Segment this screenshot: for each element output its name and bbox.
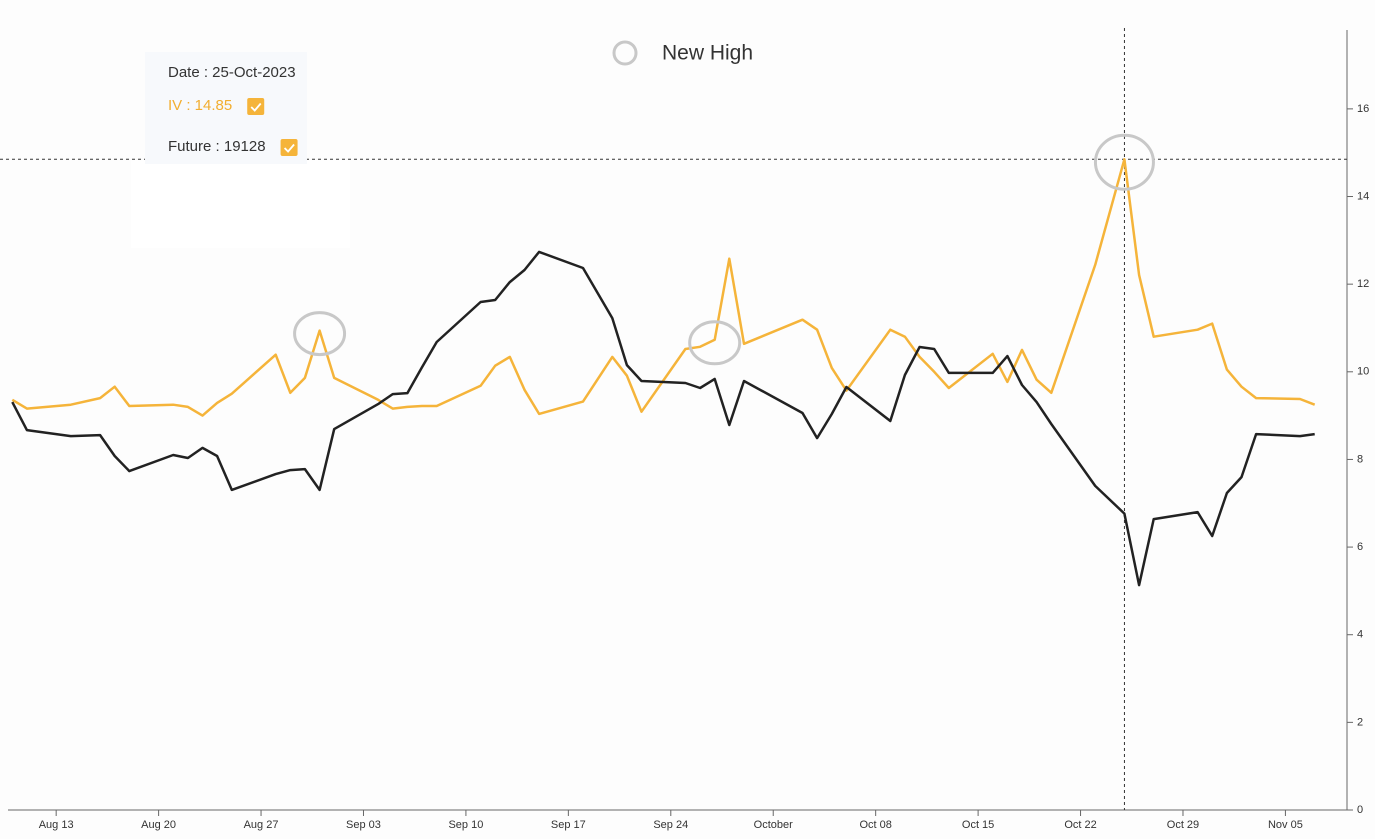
tooltip-item: IV : 14.85: [168, 97, 232, 114]
x-tick-label: Oct 15: [962, 819, 994, 831]
tooltip-check: [250, 102, 262, 112]
tooltip-items: IV : 14.85 Future : 19128: [168, 97, 298, 156]
x-tick-label: Aug 13: [39, 819, 74, 831]
y-tick-label: 16: [1357, 103, 1369, 115]
y-tick-label: 4: [1357, 629, 1363, 641]
x-tick-label: Oct 08: [859, 819, 891, 831]
y-tick-label: 2: [1357, 716, 1363, 728]
series-line: [11, 158, 1316, 417]
y-tick-label: 6: [1357, 541, 1363, 553]
y-tick-label: 14: [1357, 190, 1369, 202]
legend-label: New High: [662, 42, 753, 65]
x-tick-label: Aug 27: [244, 819, 279, 831]
tooltip-box: [145, 52, 307, 164]
x-tick-label: Oct 22: [1064, 819, 1096, 831]
tooltip-check: [283, 143, 295, 153]
y-tick-label: 8: [1357, 453, 1363, 465]
tooltip-checkbox: [247, 98, 265, 115]
y-tick-label: 10: [1357, 366, 1369, 378]
legend-marker: [612, 40, 638, 66]
tooltip-checkbox: [280, 139, 298, 156]
x-tick-label: Sep 24: [653, 819, 688, 831]
new-high-marker: [293, 311, 347, 357]
x-tick-label: Sep 10: [448, 819, 483, 831]
plot-area: Aug 13 Aug 20 Aug 27 Sep 03 Sep 10 Sep 17 Sep …: [0, 28, 1369, 831]
x-tick-label: Sep 03: [346, 819, 381, 831]
y-tick-label: 12: [1357, 278, 1369, 290]
series-line: [11, 250, 1315, 587]
tooltip-shadow: [131, 160, 350, 248]
x-tick-label: Oct 29: [1167, 819, 1199, 831]
x-tick-label: Nov 05: [1268, 819, 1303, 831]
y-tick-label: 0: [1357, 804, 1363, 816]
tooltip-item: Future : 19128: [168, 138, 266, 155]
tooltip-date: Date : 25-Oct-2023: [168, 64, 296, 81]
new-high-marker: [688, 320, 742, 366]
x-tick-label: Sep 17: [551, 819, 586, 831]
new-high-marker: [1093, 133, 1155, 191]
x-tick-label: October: [754, 819, 793, 831]
x-tick-label: Aug 20: [141, 819, 176, 831]
